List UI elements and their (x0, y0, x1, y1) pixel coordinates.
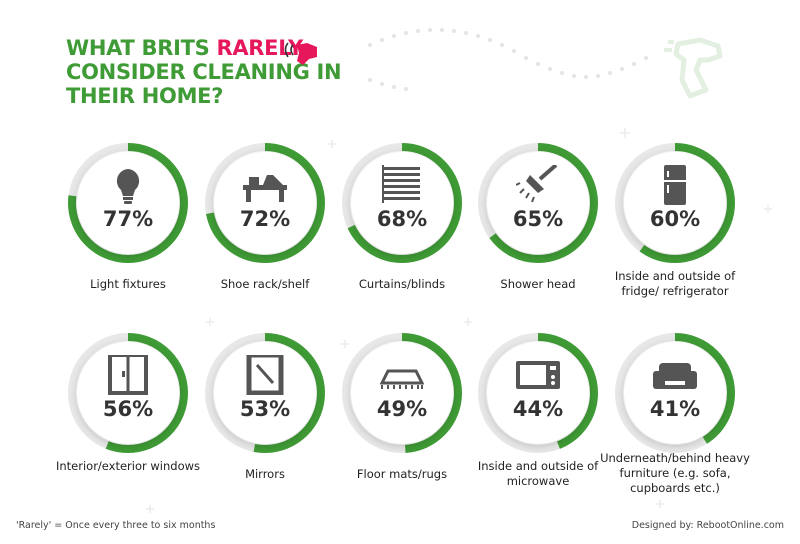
ring-value-arc (615, 143, 735, 263)
item-label: Underneath/behind heavy furniture (e.g. … (600, 451, 750, 495)
percent-value: 77% (102, 207, 154, 231)
progress-ring (342, 333, 462, 453)
ring-value-arc (342, 143, 462, 263)
ring-value-arc (342, 333, 462, 453)
spray-bottle-watermark-icon (664, 37, 723, 99)
progress-ring (478, 143, 598, 263)
percent-value: 72% (239, 207, 291, 231)
item-label: Mirrors (245, 467, 285, 481)
rug-icon (380, 369, 424, 389)
item-label: Inside and outside of fridge/ refrigerat… (614, 269, 736, 298)
shoe-rack-icon (243, 175, 287, 202)
item-label: Light fixtures (90, 277, 166, 291)
sofa-icon (653, 363, 697, 389)
item-label: Inside and outside of microwave (477, 459, 599, 488)
item-label: Shower head (500, 277, 576, 291)
shower-head-icon (516, 165, 558, 203)
percent-value: 41% (649, 397, 701, 421)
item-label: Curtains/blinds (358, 277, 446, 291)
ring-value-arc (478, 333, 598, 453)
infographic-title: WHAT BRITS RARELY CONSIDER CLEANING IN T… (66, 36, 342, 108)
ring-inner-disc (487, 342, 589, 444)
spray-bottle-icon (284, 42, 317, 65)
ring-value-arc (68, 143, 188, 263)
ring-inner-disc (624, 342, 726, 444)
ring-value-arc (205, 333, 325, 453)
percent-value: 44% (512, 397, 564, 421)
fridge-icon (664, 165, 686, 205)
ring-inner-disc (351, 152, 453, 254)
percent-value: 56% (102, 397, 154, 421)
light-bulb-icon (116, 169, 140, 204)
ring-value-arc (205, 143, 325, 263)
credit: Designed by: RebootOnline.com (631, 520, 784, 531)
item-label: Interior/exterior windows (55, 459, 201, 473)
ring-inner-disc (487, 152, 589, 254)
progress-ring (205, 143, 325, 263)
ring-inner-disc (214, 152, 316, 254)
percent-value: 53% (239, 397, 291, 421)
ring-value-arc (478, 143, 598, 263)
progress-ring (342, 143, 462, 263)
ring-value-arc (615, 333, 735, 453)
blinds-icon (382, 165, 420, 203)
mirror-icon (246, 355, 284, 395)
window-icon (108, 355, 148, 395)
progress-ring (615, 333, 735, 453)
progress-ring (478, 333, 598, 453)
item-label: Shoe rack/shelf (220, 277, 310, 291)
footnote: 'Rarely' = Once every three to six month… (16, 520, 216, 531)
percent-value: 49% (376, 397, 428, 421)
percent-value: 60% (649, 207, 701, 231)
percent-value: 65% (512, 207, 564, 231)
microwave-icon (516, 361, 560, 389)
item-label: Floor mats/rugs (356, 467, 448, 481)
ring-value-arc (68, 333, 188, 453)
percent-value: 68% (376, 207, 428, 231)
ring-inner-disc (351, 342, 453, 444)
